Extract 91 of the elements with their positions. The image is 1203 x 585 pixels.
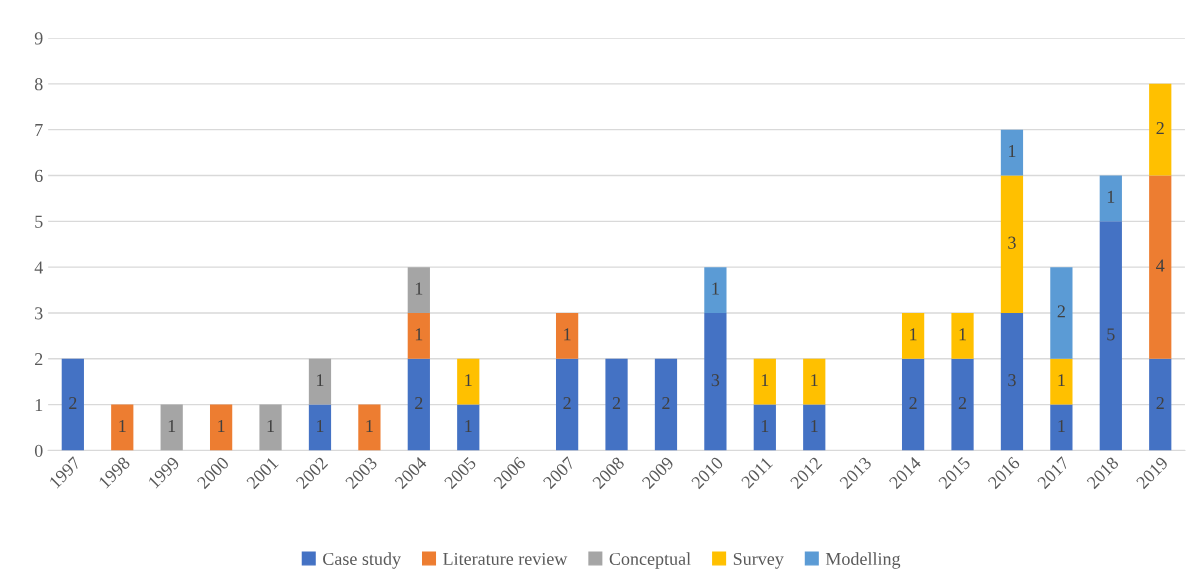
bar — [555, 312, 579, 359]
bar — [1000, 175, 1024, 313]
data-label: 3 — [711, 374, 720, 387]
data-label: 2 — [415, 397, 423, 409]
bar — [61, 358, 84, 451]
data-label: 1 — [1009, 145, 1016, 157]
data-label: 1 — [811, 419, 818, 432]
y-tick-label: 1 — [35, 398, 43, 411]
data-label: 2 — [1156, 397, 1164, 409]
bar — [704, 312, 727, 451]
data-label: 1 — [1058, 419, 1065, 432]
bar — [803, 358, 826, 405]
data-label: 1 — [910, 328, 917, 341]
bar — [457, 358, 480, 405]
bar — [654, 358, 678, 451]
bar — [753, 358, 776, 405]
bar — [1050, 358, 1073, 405]
data-label: 4 — [1156, 259, 1165, 272]
legend-label: Survey — [733, 552, 784, 569]
y-tick-label: 5 — [35, 215, 43, 228]
data-label: 2 — [909, 397, 917, 409]
bar — [803, 404, 826, 451]
data-label: 1 — [366, 419, 373, 432]
bar — [753, 404, 776, 451]
bar — [358, 404, 381, 451]
data-label: 1 — [564, 328, 571, 341]
data-label: 2 — [1057, 305, 1065, 318]
bar — [407, 358, 430, 451]
data-label: 1 — [465, 374, 472, 387]
data-label: 1 — [415, 328, 423, 341]
bar — [457, 404, 480, 451]
bar — [1050, 404, 1073, 451]
data-label: 3 — [1008, 374, 1016, 387]
data-label: 1 — [761, 419, 769, 432]
bar — [407, 312, 430, 359]
bar — [1000, 312, 1024, 451]
data-label: 1 — [811, 374, 818, 387]
bar — [951, 358, 974, 451]
y-tick-label: 3 — [35, 307, 43, 320]
y-tick-label: 8 — [34, 78, 43, 91]
data-label: 2 — [612, 397, 621, 409]
y-tick-label: 4 — [34, 261, 43, 274]
bar — [160, 404, 183, 451]
bar — [1149, 175, 1172, 359]
y-tick-label: 6 — [35, 169, 43, 182]
data-label: 1 — [959, 328, 966, 341]
bar — [1149, 83, 1172, 176]
bar — [259, 404, 282, 451]
data-label: 1 — [712, 282, 719, 295]
data-label: 1 — [119, 419, 126, 432]
bar — [901, 358, 925, 451]
data-label: 1 — [465, 419, 472, 432]
bar — [1000, 129, 1024, 176]
bar — [407, 267, 430, 313]
bar — [951, 312, 974, 359]
legend-label: Modelling — [825, 552, 901, 569]
data-label: 1 — [168, 419, 176, 432]
data-label: 2 — [563, 397, 571, 409]
y-tick-label: 0 — [34, 444, 43, 457]
bar — [704, 267, 727, 313]
bar — [111, 404, 134, 451]
data-label: 2 — [662, 397, 670, 409]
data-label: 2 — [958, 397, 967, 409]
data-label: 1 — [218, 419, 225, 432]
bar — [555, 358, 579, 451]
bar — [308, 358, 332, 405]
data-label: 2 — [1156, 122, 1164, 135]
data-label: 1 — [761, 374, 769, 387]
data-label: 5 — [1107, 328, 1115, 341]
data-label: 1 — [415, 282, 423, 295]
bar — [1149, 358, 1172, 451]
data-label: 2 — [69, 397, 77, 409]
legend-label: Case study — [323, 552, 401, 569]
bar — [1050, 267, 1073, 359]
bar — [210, 404, 233, 451]
bar — [901, 312, 925, 359]
bar — [605, 358, 628, 451]
data-label: 3 — [1008, 236, 1016, 249]
bar — [1099, 221, 1122, 451]
data-label: 1 — [1107, 190, 1115, 203]
legend-label: Literature review — [443, 552, 568, 566]
y-tick-label: 2 — [35, 353, 43, 366]
data-label: 1 — [267, 419, 274, 432]
bar — [308, 404, 332, 451]
bar — [1099, 175, 1122, 222]
data-label: 1 — [317, 374, 324, 387]
y-tick-label: 7 — [35, 124, 43, 136]
data-label: 1 — [317, 419, 324, 432]
y-tick-label: 9 — [34, 32, 43, 45]
legend-label: Conceptual — [609, 552, 691, 569]
data-label: 1 — [1058, 374, 1065, 387]
